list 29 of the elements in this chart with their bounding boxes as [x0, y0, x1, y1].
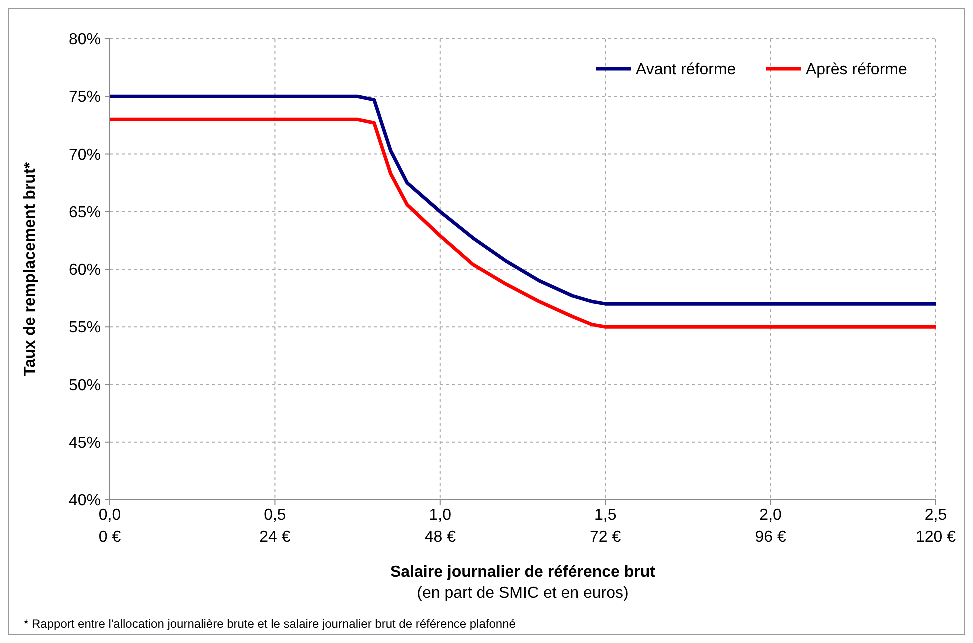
x2-tick-label: 72 €	[590, 529, 622, 546]
x-axis-title: Salaire journalier de référence brut	[390, 564, 656, 581]
y-tick-label: 55%	[68, 320, 101, 337]
x-tick-label: 0,0	[98, 507, 122, 524]
text: * Rapport entre l'allocation journalière brute et le salaire journalier brut de référence plafonné	[24, 617, 516, 631]
y-tick-label: 65%	[68, 204, 101, 222]
y-axis-title: Taux de remplacement brut*	[22, 162, 39, 376]
legend-label: Après réforme	[806, 62, 908, 79]
x-tick-label: 0,5	[264, 507, 286, 524]
x2-tick-label: 48 €	[424, 529, 456, 546]
x-tick-label: 1,0	[429, 507, 452, 524]
x2-tick-label: 0 €	[98, 529, 122, 546]
line-series	[108, 94, 938, 306]
x2-tick-label: 24 €	[260, 529, 291, 546]
text: (en part de SMIC et en euros)	[417, 585, 629, 602]
x2-tick-label: 120 €	[916, 529, 956, 546]
y-tick-label: 80%	[68, 32, 101, 49]
x-tick-label: 2,0	[760, 507, 782, 524]
y-tick-label: 75%	[68, 89, 101, 106]
x-tick-label: 2,5	[924, 507, 948, 524]
y-tick-label: 40%	[68, 492, 101, 510]
legend-label: Avant réforme	[636, 62, 736, 79]
y-tick-label: 60%	[68, 262, 101, 280]
line-series	[108, 118, 938, 329]
x-tick-label: 1,5	[594, 507, 617, 524]
x2-tick-label: 96 €	[755, 529, 786, 546]
y-tick-label: 50%	[68, 377, 101, 394]
y-tick-label: 70%	[68, 146, 101, 164]
y-tick-label: 45%	[68, 434, 101, 452]
